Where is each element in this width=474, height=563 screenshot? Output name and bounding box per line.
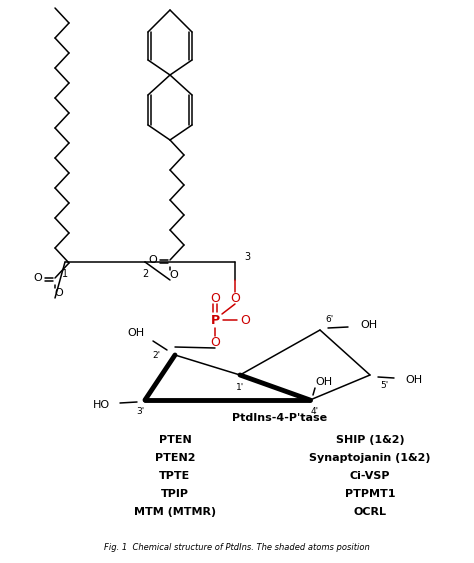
- Text: O: O: [210, 336, 220, 348]
- Text: O: O: [149, 255, 157, 265]
- Text: MTM (MTMR): MTM (MTMR): [134, 507, 216, 517]
- Text: PTEN: PTEN: [159, 435, 191, 445]
- Text: TPIP: TPIP: [161, 489, 189, 499]
- Text: PTPMT1: PTPMT1: [345, 489, 395, 499]
- Text: Synaptojanin (1&2): Synaptojanin (1&2): [309, 453, 431, 463]
- Text: OH: OH: [315, 377, 332, 387]
- Text: TPTE: TPTE: [159, 471, 191, 481]
- Text: Ci-VSP: Ci-VSP: [350, 471, 390, 481]
- Text: O: O: [55, 288, 64, 298]
- Text: 1: 1: [62, 269, 68, 279]
- Text: OH: OH: [405, 375, 422, 385]
- Text: HO: HO: [93, 400, 110, 410]
- Text: O: O: [34, 273, 42, 283]
- Text: 4': 4': [311, 408, 319, 417]
- Text: 3: 3: [244, 252, 250, 262]
- Text: O: O: [210, 292, 220, 305]
- Text: OH: OH: [128, 328, 145, 338]
- Text: P: P: [210, 314, 219, 327]
- Text: O: O: [170, 270, 178, 280]
- Text: 2': 2': [152, 351, 160, 360]
- Text: 3': 3': [136, 408, 144, 417]
- Text: PTEN2: PTEN2: [155, 453, 195, 463]
- Text: OH: OH: [360, 320, 377, 330]
- Text: 1': 1': [236, 382, 244, 391]
- Text: 6': 6': [325, 315, 333, 324]
- Text: 2: 2: [142, 269, 148, 279]
- Text: SHIP (1&2): SHIP (1&2): [336, 435, 404, 445]
- Text: O: O: [230, 292, 240, 305]
- Text: 5': 5': [380, 381, 388, 390]
- Text: PtdIns-4-P'tase: PtdIns-4-P'tase: [232, 413, 328, 423]
- Text: O: O: [240, 314, 250, 327]
- Text: OCRL: OCRL: [354, 507, 386, 517]
- Text: Fig. 1  Chemical structure of PtdIns. The shaded atoms position: Fig. 1 Chemical structure of PtdIns. The…: [104, 543, 370, 552]
